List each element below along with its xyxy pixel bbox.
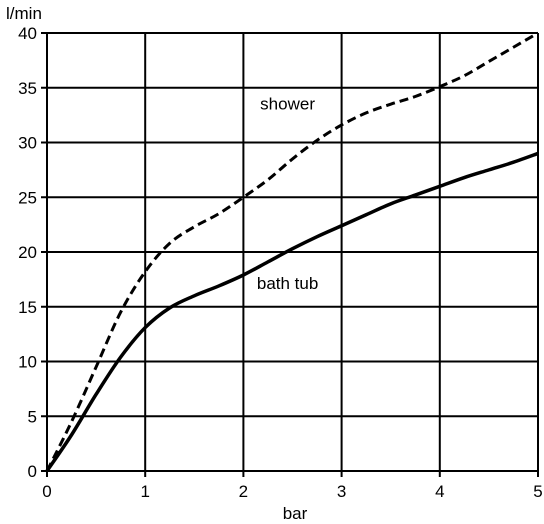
- x-tick-label-2: 2: [239, 482, 248, 501]
- y-tick-label-15: 15: [18, 298, 37, 317]
- y-tick-label-40: 40: [18, 24, 37, 43]
- annotation-bath-tub: bath tub: [257, 274, 318, 293]
- grid-lines: [47, 32, 539, 471]
- x-tick-label-5: 5: [533, 482, 542, 501]
- x-tick-label-3: 3: [337, 482, 346, 501]
- x-tick-label-0: 0: [42, 482, 51, 501]
- tick-labels: 0 5 10 15 20 25 30 35 40 0 1 2 3 4 5: [18, 24, 543, 501]
- x-axis-label: bar: [283, 504, 308, 523]
- y-tick-label-30: 30: [18, 134, 37, 153]
- annotations: shower bath tub: [257, 95, 318, 294]
- x-tick-label-4: 4: [435, 482, 444, 501]
- annotation-shower: shower: [260, 95, 315, 114]
- axes: [41, 32, 539, 477]
- y-tick-label-35: 35: [18, 79, 37, 98]
- y-axis-label: l/min: [6, 4, 42, 23]
- y-tick-label-10: 10: [18, 353, 37, 372]
- y-tick-label-20: 20: [18, 243, 37, 262]
- y-tick-label-25: 25: [18, 188, 37, 207]
- y-tick-label-5: 5: [28, 407, 37, 426]
- y-tick-label-0: 0: [28, 462, 37, 481]
- series-layer: [45, 31, 539, 472]
- x-tick-label-1: 1: [140, 482, 149, 501]
- series-line-shower: [45, 31, 539, 472]
- series-line-bath-tub: [45, 151, 539, 472]
